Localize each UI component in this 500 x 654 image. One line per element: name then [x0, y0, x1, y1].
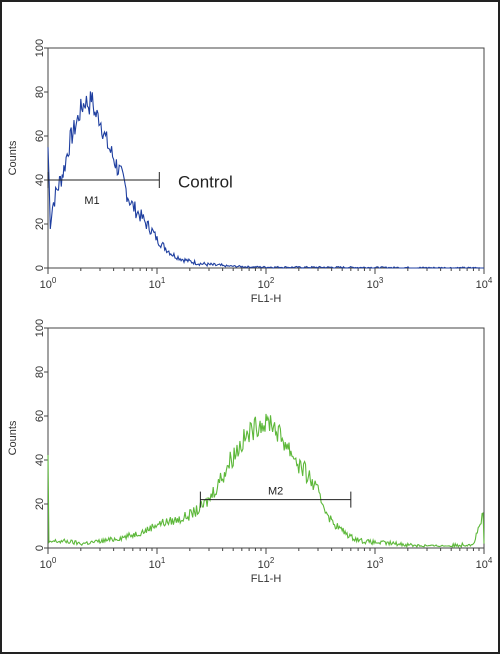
x-axis-title: FL1-H	[251, 573, 282, 585]
y-tick-label: 80	[34, 86, 46, 98]
x-tick-label: 102	[258, 276, 275, 291]
histogram-trace	[47, 91, 484, 269]
x-tick-label: 100	[40, 276, 57, 291]
x-tick-label: 103	[367, 276, 384, 291]
x-tick-label: 101	[149, 556, 166, 571]
x-axis-title: FL1-H	[251, 293, 282, 305]
y-tick-label: 100	[34, 319, 46, 337]
y-tick-label: 0	[34, 545, 46, 551]
histogram-panel-2: 0 20 40 60 80 100 100 101 102 103 104 FL1-H Counts M2	[7, 319, 493, 585]
y-tick-label: 20	[34, 498, 46, 510]
y-tick-label: 40	[34, 454, 46, 466]
plot-area-frame	[47, 327, 485, 549]
y-tick-label: 100	[34, 39, 46, 57]
y-tick-label: 80	[34, 366, 46, 378]
x-tick-label: 102	[258, 556, 275, 571]
x-tick-label: 103	[367, 556, 384, 571]
histogram-panel-1: 0 20 40 60 80 100 100 101 102 103 104 FL1-H Counts M1…	[7, 39, 493, 305]
y-tick-label: 20	[34, 218, 46, 230]
x-tick-label: 104	[476, 276, 493, 291]
x-tick-label: 100	[40, 556, 57, 571]
y-tick-label: 60	[34, 410, 46, 422]
y-tick-label: 0	[34, 265, 46, 271]
gate-label: M2	[268, 486, 283, 498]
x-tick-label: 101	[149, 276, 166, 291]
y-tick-label: 60	[34, 130, 46, 142]
y-axis-title: Counts	[7, 420, 19, 455]
y-tick-label: 40	[34, 174, 46, 186]
y-axis-title: Counts	[7, 140, 19, 175]
control-annotation: Control	[178, 172, 233, 191]
gate-label: M1	[84, 195, 99, 207]
x-tick-label: 104	[476, 556, 493, 571]
histogram-trace	[47, 413, 485, 549]
